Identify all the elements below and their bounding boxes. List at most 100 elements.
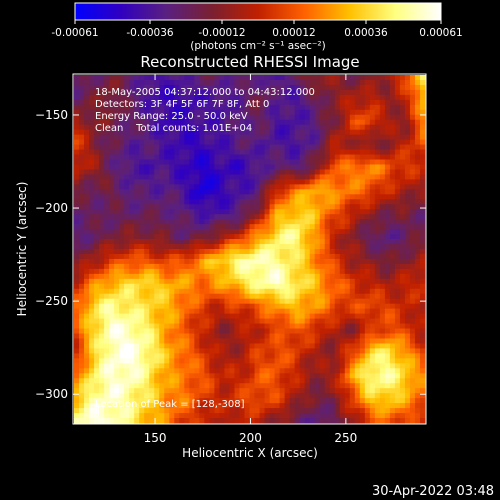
heatmap-cell	[229, 124, 236, 131]
heatmap-cell	[199, 124, 205, 131]
heatmap-cell	[194, 273, 200, 280]
heatmap-cell	[129, 234, 135, 240]
heatmap-cell	[164, 89, 170, 96]
heatmap-cell	[409, 278, 416, 285]
heatmap-cell	[399, 388, 406, 394]
heatmap-cell	[174, 79, 180, 86]
heatmap-cell	[289, 263, 296, 270]
heatmap-cell	[404, 139, 411, 146]
heatmap-cell	[154, 358, 160, 364]
heatmap-cell	[219, 114, 226, 121]
heatmap-cell	[94, 144, 100, 151]
heatmap-cell	[274, 234, 281, 240]
heatmap-cell	[299, 84, 306, 91]
heatmap-cell	[239, 373, 246, 379]
heatmap-cell	[364, 174, 371, 180]
heatmap-cell	[274, 268, 281, 275]
heatmap-cell	[199, 298, 205, 305]
heatmap-cell	[294, 408, 301, 414]
heatmap-cell	[344, 149, 351, 156]
heatmap-cell	[334, 403, 341, 409]
heatmap-cell	[374, 184, 381, 190]
heatmap-cell	[169, 149, 175, 156]
heatmap-cell	[84, 263, 90, 270]
heatmap-cell	[214, 313, 221, 320]
heatmap-cell	[379, 149, 386, 156]
heatmap-cell	[419, 258, 426, 265]
heatmap-cell	[254, 154, 261, 161]
heatmap-cell	[309, 124, 316, 131]
heatmap-cell	[169, 214, 175, 220]
heatmap-cell	[369, 144, 376, 151]
heatmap-cell	[189, 154, 195, 161]
heatmap-cell	[104, 134, 110, 141]
heatmap-cell	[79, 333, 85, 340]
heatmap-cell	[189, 149, 195, 156]
heatmap-cell	[329, 338, 336, 345]
heatmap-cell	[419, 179, 426, 185]
heatmap-cell	[189, 184, 195, 190]
heatmap-cell	[279, 253, 286, 260]
heatmap-cell	[269, 189, 276, 195]
heatmap-cell	[334, 418, 341, 424]
heatmap-cell	[264, 179, 271, 185]
heatmap-cell	[139, 75, 145, 81]
heatmap-cell	[344, 353, 351, 359]
heatmap-cell	[179, 288, 185, 295]
heatmap-cell	[154, 214, 160, 220]
heatmap-cell	[384, 393, 391, 399]
heatmap-cell	[279, 79, 286, 86]
heatmap-cell	[104, 278, 110, 285]
heatmap-cell	[319, 408, 326, 414]
heatmap-cell	[154, 253, 160, 260]
heatmap-cell	[89, 388, 95, 394]
heatmap-cell	[329, 343, 336, 350]
heatmap-cell	[314, 179, 321, 185]
heatmap-cell	[139, 283, 145, 290]
heatmap-cell	[209, 234, 215, 240]
heatmap-cell	[334, 94, 341, 101]
heatmap-cell	[379, 219, 386, 225]
heatmap-cell	[239, 164, 246, 171]
heatmap-cell	[89, 84, 95, 91]
heatmap-cell	[179, 398, 185, 404]
heatmap-cell	[359, 258, 366, 265]
heatmap-cell	[159, 159, 165, 166]
heatmap-cell	[204, 323, 210, 330]
heatmap-cell	[74, 378, 80, 384]
heatmap-cell	[114, 308, 120, 315]
heatmap-cell	[84, 144, 90, 151]
heatmap-cell	[164, 308, 170, 315]
colorbar-units: (photons cm⁻² s⁻¹ asec⁻²)	[190, 40, 325, 52]
heatmap-cell	[414, 124, 421, 131]
heatmap-cell	[89, 244, 95, 250]
heatmap-cell	[89, 278, 95, 285]
heatmap-cell	[94, 244, 100, 250]
heatmap-cell	[389, 124, 396, 131]
heatmap-cell	[359, 413, 366, 419]
heatmap-cell	[89, 363, 95, 369]
heatmap-cell	[184, 89, 190, 96]
heatmap-cell	[279, 288, 286, 295]
heatmap-cell	[94, 393, 100, 399]
heatmap-cell	[194, 313, 200, 320]
heatmap-cell	[389, 403, 396, 409]
heatmap-cell	[349, 239, 356, 245]
heatmap-cell	[194, 159, 200, 166]
heatmap-cell	[299, 239, 306, 245]
heatmap-cell	[399, 249, 406, 255]
heatmap-cell	[184, 139, 190, 146]
heatmap-cell	[224, 378, 231, 384]
heatmap-cell	[149, 383, 155, 389]
heatmap-cell	[329, 139, 336, 146]
heatmap-cell	[94, 403, 100, 409]
heatmap-cell	[264, 199, 271, 205]
heatmap-cell	[344, 293, 351, 300]
heatmap-cell	[119, 139, 125, 146]
heatmap-cell	[304, 219, 311, 225]
heatmap-cell	[269, 179, 276, 185]
heatmap-cell	[184, 388, 190, 394]
heatmap-cell	[349, 348, 356, 354]
heatmap-cell	[149, 268, 155, 275]
heatmap-cell	[139, 318, 145, 325]
